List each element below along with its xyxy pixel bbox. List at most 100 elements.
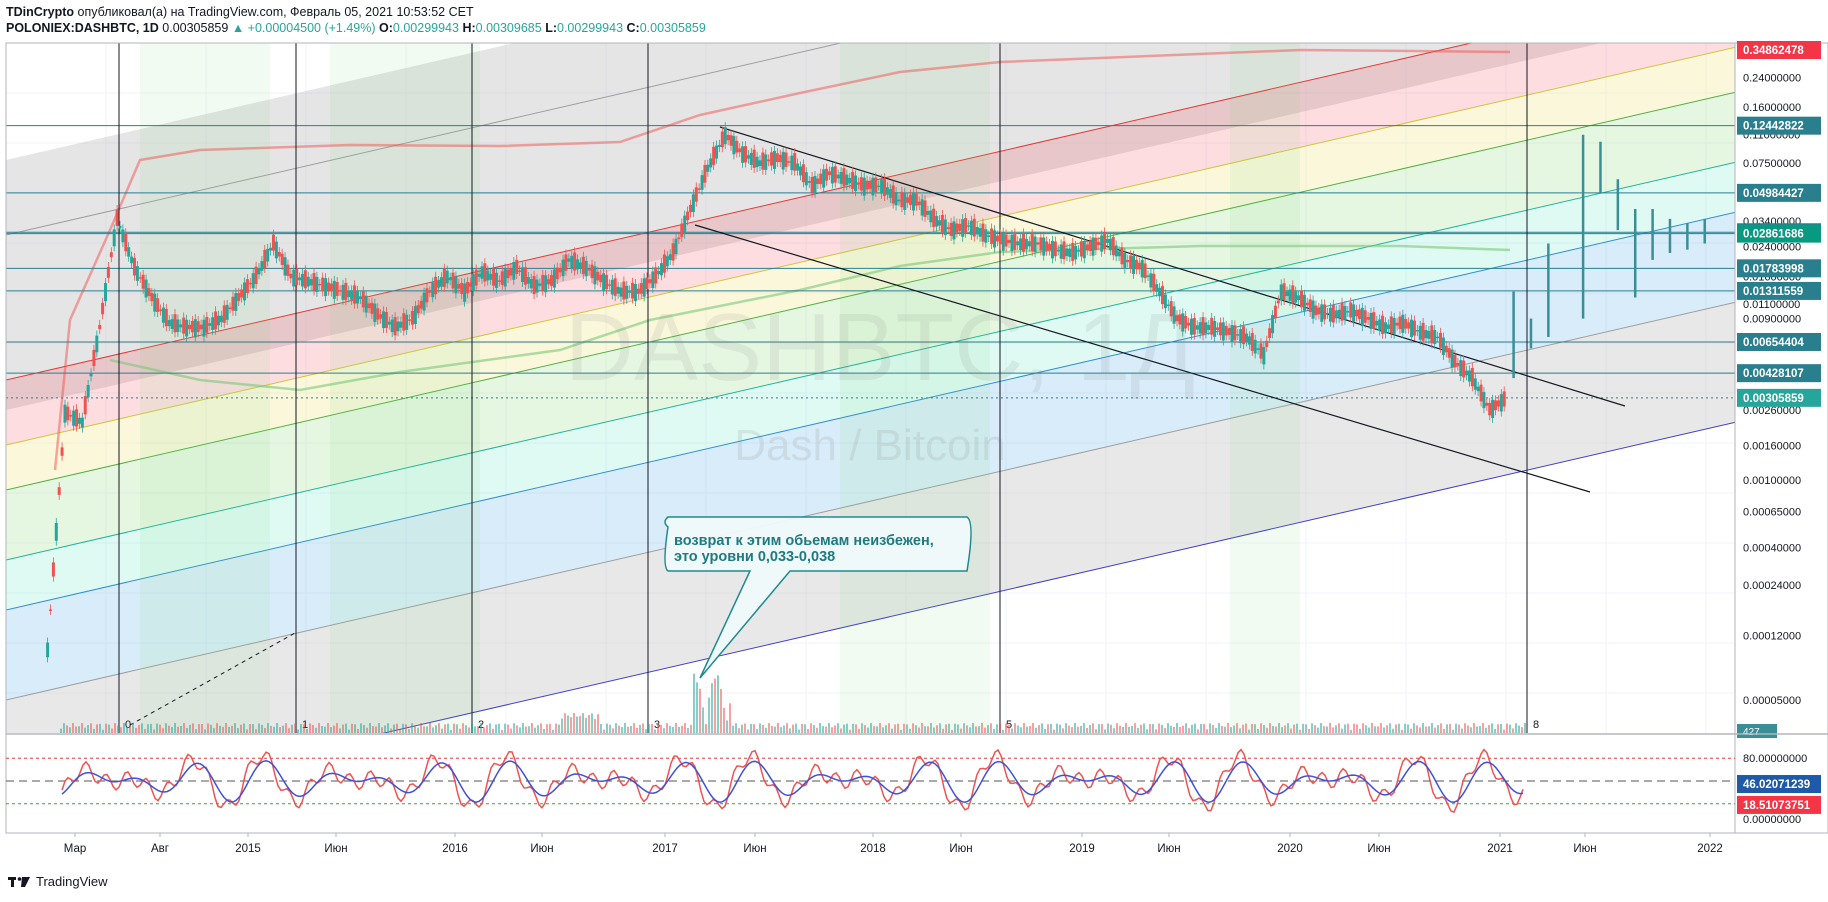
volume-bar: [717, 675, 719, 733]
candle: [1299, 290, 1303, 308]
volume-bar: [1209, 723, 1211, 733]
candle: [1476, 386, 1480, 392]
volume-bar: [1125, 723, 1127, 733]
candle: [633, 284, 637, 302]
candle: [1114, 245, 1118, 257]
time-tick-label: 2021: [1487, 843, 1513, 855]
annotation-callout: [664, 516, 972, 679]
volume-bar: [282, 725, 284, 733]
volume-bar: [1053, 729, 1055, 733]
candle: [364, 295, 368, 313]
candle: [657, 270, 661, 275]
volume-bar: [672, 726, 674, 733]
candle: [1250, 332, 1254, 351]
volume-bar: [591, 713, 593, 733]
candle: [1137, 262, 1141, 270]
candle: [770, 152, 774, 166]
candle: [677, 237, 681, 240]
time-tick-label: Июн: [743, 843, 766, 855]
volume-bar: [1374, 726, 1376, 733]
symbol-label: POLONIEX:DASHBTC, 1D: [6, 21, 159, 35]
volume-bar: [186, 727, 188, 733]
time-tick-label: Июн: [949, 843, 972, 855]
candle: [622, 281, 626, 300]
high-value: 0.00309685: [475, 21, 542, 35]
candle: [987, 235, 991, 238]
candle: [164, 308, 168, 327]
volume-bar: [627, 726, 629, 733]
volume-bar: [1473, 723, 1475, 733]
volume-bar: [834, 725, 836, 733]
volume-bar: [648, 724, 650, 733]
volume-bar: [1485, 727, 1487, 733]
candle: [529, 278, 533, 289]
volume-bar: [1488, 725, 1490, 733]
candle: [1436, 336, 1440, 339]
volume-bar: [1014, 723, 1016, 733]
candle: [732, 136, 736, 155]
publisher-name[interactable]: TDinCrypto: [6, 5, 75, 19]
candle: [1082, 240, 1086, 259]
volume-bar: [900, 729, 902, 733]
candle: [1019, 238, 1023, 251]
volume-zone: [330, 43, 480, 733]
footer: TradingView: [8, 874, 108, 889]
candle: [758, 160, 762, 166]
candle: [153, 293, 157, 312]
candle: [1418, 325, 1422, 340]
candle: [567, 258, 571, 262]
candle: [373, 303, 377, 322]
volume-bar: [849, 729, 851, 733]
price-level-tag: [1737, 259, 1821, 278]
candle: [1143, 263, 1147, 279]
volume-bar: [1215, 727, 1217, 733]
osc-level-tag: [1737, 775, 1821, 794]
candle: [825, 168, 829, 181]
candle: [1430, 325, 1434, 344]
time-marker-label: 8: [1533, 719, 1539, 731]
volume-bar: [231, 725, 233, 733]
candle: [132, 257, 136, 276]
volume-bar: [906, 724, 908, 733]
volume-bar: [1152, 724, 1154, 733]
candle: [862, 177, 866, 196]
candle: [338, 290, 342, 292]
candle: [292, 269, 296, 287]
volume-bar: [1233, 725, 1235, 733]
volume-bar: [63, 723, 65, 733]
candle: [741, 146, 745, 163]
candle: [1085, 244, 1089, 251]
candle: [1502, 391, 1506, 407]
candle: [1291, 285, 1295, 304]
volume-bar: [765, 727, 767, 733]
volume-bar: [390, 728, 392, 733]
candle: [500, 271, 504, 285]
candle: [1007, 239, 1011, 244]
osc-level-tag: [1737, 795, 1821, 814]
volume-bar: [1188, 728, 1190, 733]
candle: [703, 164, 707, 183]
candle: [752, 149, 756, 168]
candle: [738, 148, 742, 153]
candle: [680, 223, 684, 237]
volume-bar: [1056, 723, 1058, 733]
osc-d-line: [61, 760, 1524, 804]
candle: [1094, 237, 1098, 251]
volume-bar: [825, 726, 827, 733]
tradingview-logo-icon: [8, 876, 30, 887]
candle: [943, 219, 947, 236]
volume-bar: [1134, 723, 1136, 733]
candle: [1132, 255, 1136, 274]
volume-bar: [567, 715, 569, 733]
volume-bar: [1326, 726, 1328, 733]
volume-bar: [1338, 723, 1340, 733]
candle: [1395, 322, 1399, 326]
candle: [124, 233, 128, 252]
volume-bar: [312, 724, 314, 733]
candle: [1444, 345, 1448, 353]
volume-bar: [477, 726, 479, 733]
volume-bar: [930, 723, 932, 733]
volume-bar: [132, 723, 134, 733]
